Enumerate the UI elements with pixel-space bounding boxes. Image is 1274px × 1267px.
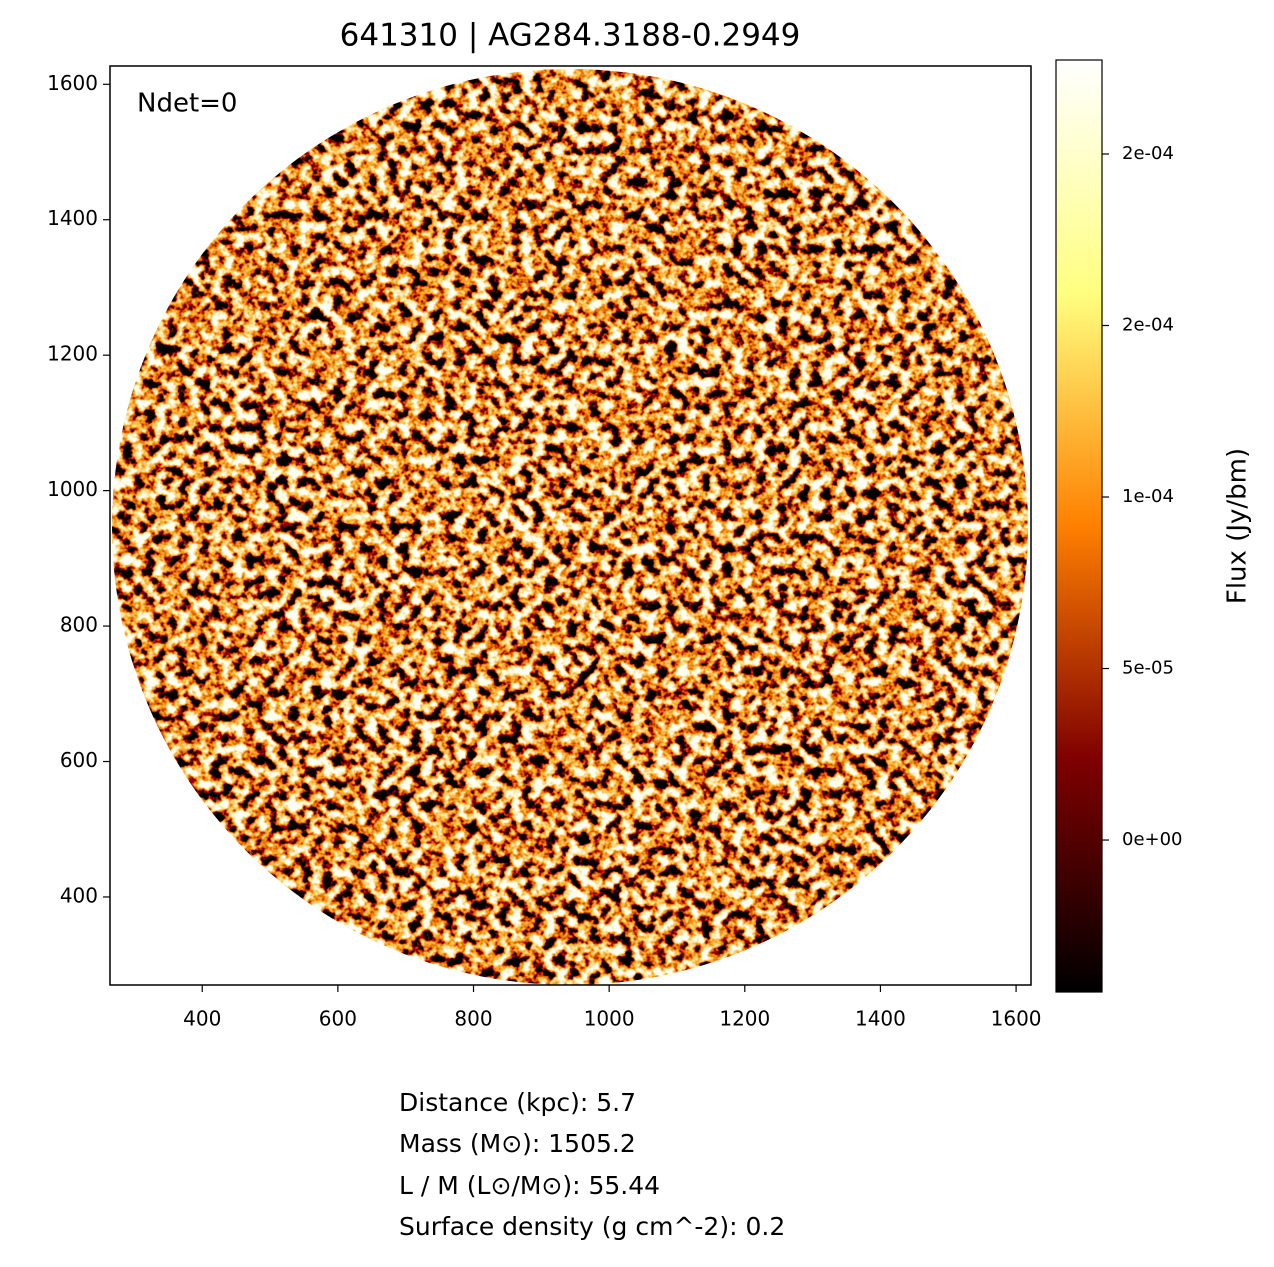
image <box>112 69 1028 985</box>
plot-frame <box>109 65 1032 986</box>
colorbar-tick-label: 2e-04 <box>1122 143 1174 164</box>
y-tick-label: 1200 <box>47 342 98 366</box>
x-tick-label: 1200 <box>719 1007 770 1031</box>
colorbar <box>1055 59 1103 993</box>
x-tick-label: 400 <box>183 1007 221 1031</box>
colorbar-label: Flux (Jy/bm) <box>1223 448 1253 604</box>
footer-line: Distance (kpc): 5.7 <box>399 1088 636 1117</box>
x-tick-label: 1600 <box>991 1007 1042 1031</box>
colorbar-tick-label: 1e-04 <box>1122 486 1174 507</box>
x-tick-label: 800 <box>454 1007 492 1031</box>
footer-line: L / M (L⊙/M⊙): 55.44 <box>399 1171 660 1200</box>
y-tick-label: 400 <box>60 883 98 907</box>
x-tick-label: 1000 <box>584 1007 635 1031</box>
y-tick-label: 1000 <box>47 477 98 501</box>
y-tick-label: 1400 <box>47 206 98 230</box>
chart-title: 641310 | AG284.3188-0.2949 <box>340 18 801 54</box>
footer-line: Mass (M⊙): 1505.2 <box>399 1129 636 1158</box>
colorbar-tick-label: 0e+00 <box>1122 829 1183 850</box>
colorbar-tick-label: 2e-04 <box>1122 315 1174 336</box>
y-tick-label: 600 <box>60 748 98 772</box>
footer: Distance (kpc): 5.7 Mass (M⊙): 1505.2 L … <box>399 1088 785 1241</box>
x-tick-label: 600 <box>319 1007 357 1031</box>
y-tick-label: 1600 <box>47 71 98 95</box>
x-tick-label: 1400 <box>855 1007 906 1031</box>
y-tick-label: 800 <box>60 613 98 637</box>
footer-line: Surface density (g cm^-2): 0.2 <box>399 1212 785 1241</box>
colorbar-tick-label: 5e-05 <box>1122 658 1174 679</box>
annotation: Ndet=0 <box>137 89 237 119</box>
